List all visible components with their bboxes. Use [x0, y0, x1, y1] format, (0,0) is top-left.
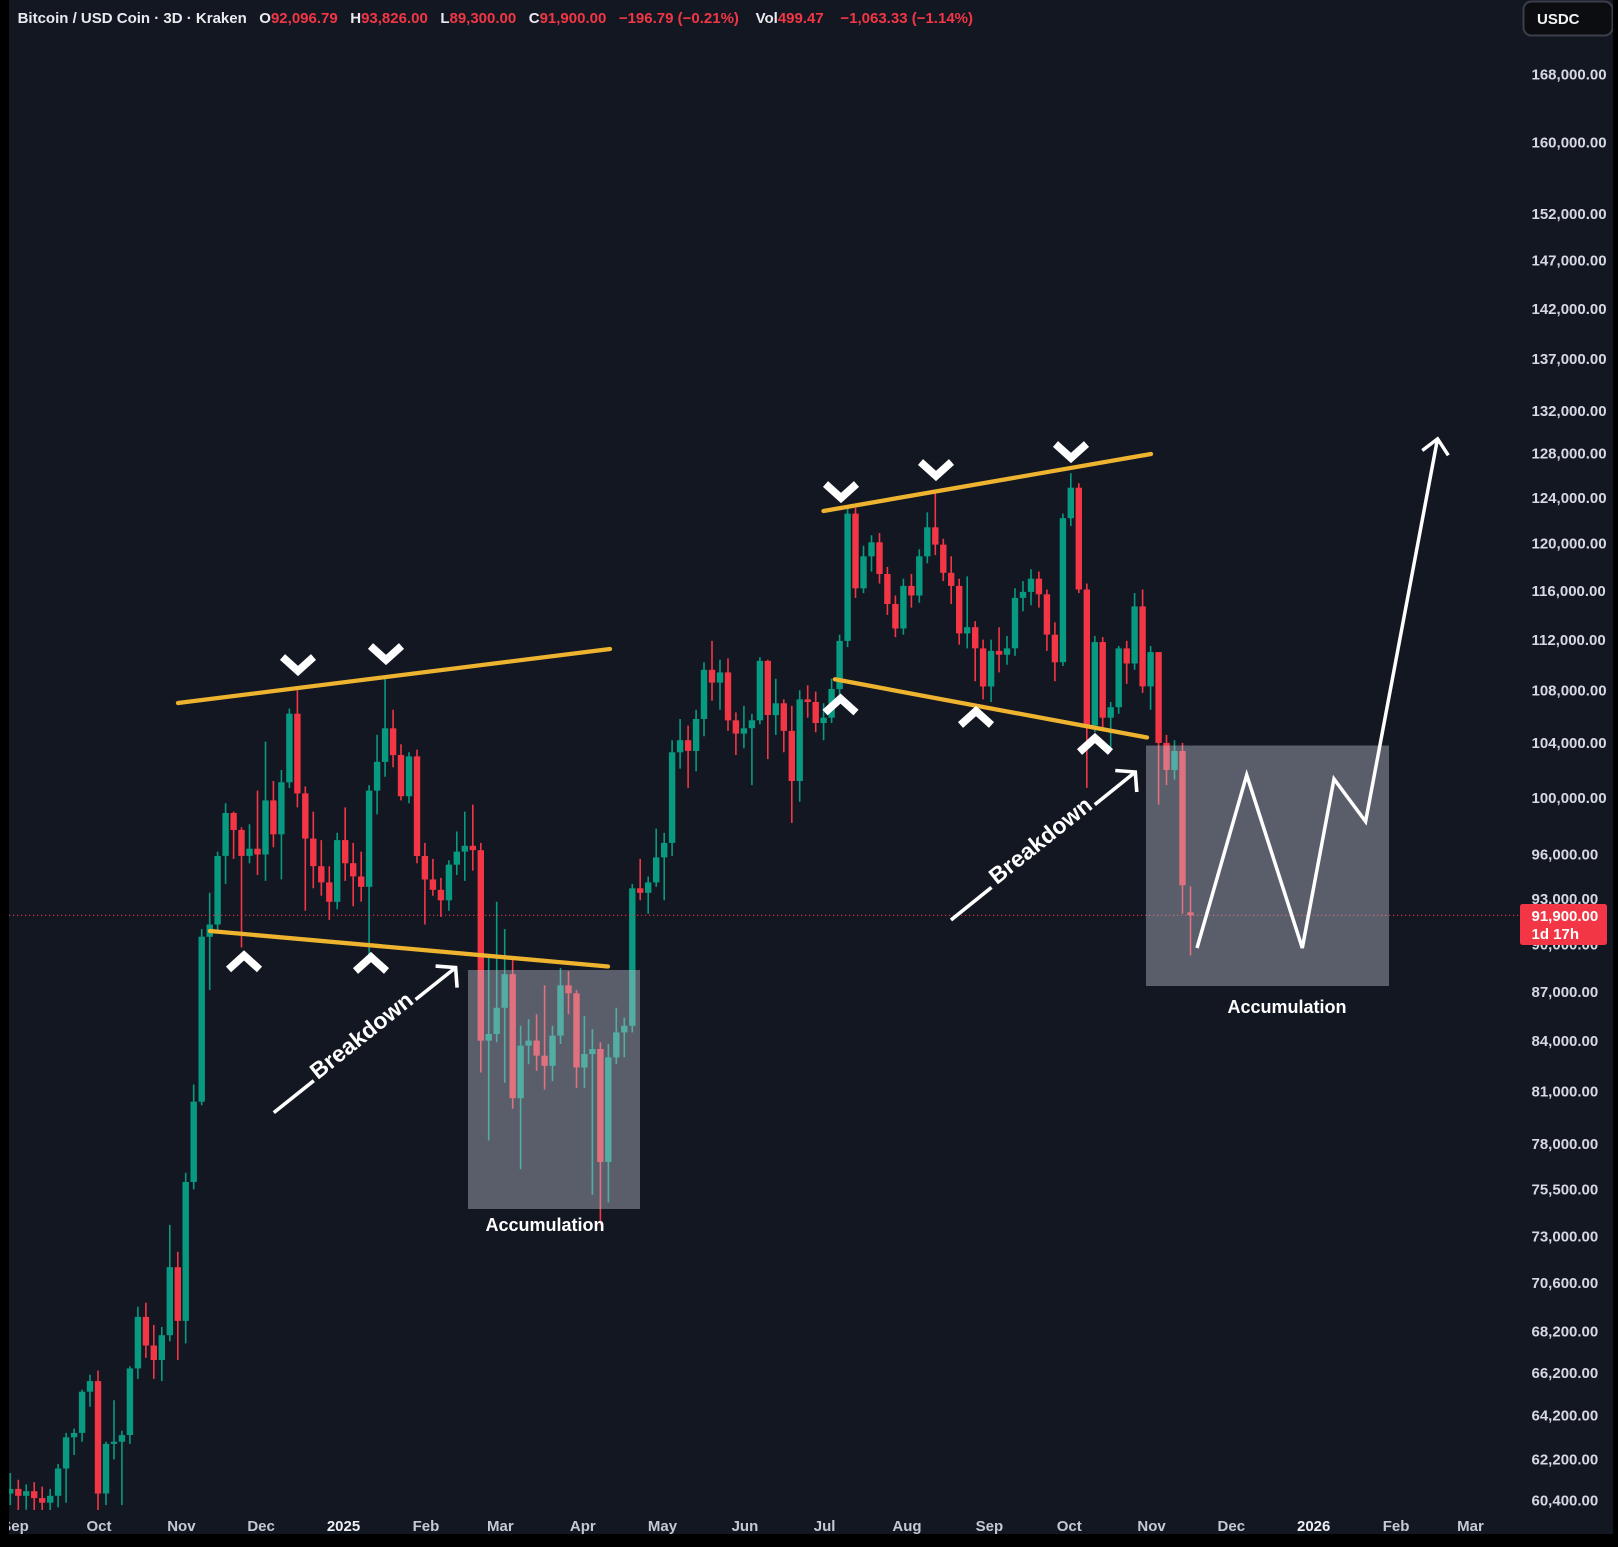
svg-text:81,000.00: 81,000.00 — [1532, 1084, 1599, 1101]
svg-text:Mar: Mar — [1457, 1518, 1484, 1535]
svg-text:62,200.00: 62,200.00 — [1532, 1452, 1599, 1469]
svg-text:104,000.00: 104,000.00 — [1532, 735, 1607, 752]
svg-text:87,000.00: 87,000.00 — [1532, 984, 1599, 1001]
svg-text:120,000.00: 120,000.00 — [1532, 536, 1607, 553]
svg-text:75,500.00: 75,500.00 — [1532, 1182, 1599, 1199]
svg-text:73,000.00: 73,000.00 — [1532, 1229, 1599, 1246]
svg-text:2025: 2025 — [327, 1518, 360, 1535]
svg-text:Bitcoin / USD Coin · 3D · Krak: Bitcoin / USD Coin · 3D · Kraken O92,096… — [18, 10, 973, 27]
svg-text:108,000.00: 108,000.00 — [1532, 683, 1607, 700]
svg-text:Nov: Nov — [1137, 1518, 1166, 1535]
svg-text:116,000.00: 116,000.00 — [1532, 583, 1606, 600]
svg-text:Mar: Mar — [487, 1518, 514, 1535]
svg-text:66,200.00: 66,200.00 — [1532, 1365, 1599, 1382]
svg-text:64,200.00: 64,200.00 — [1532, 1408, 1599, 1425]
svg-text:1d 17h: 1d 17h — [1532, 926, 1580, 943]
svg-text:160,000.00: 160,000.00 — [1532, 135, 1607, 152]
svg-text:137,000.00: 137,000.00 — [1532, 351, 1607, 368]
svg-text:112,000.00: 112,000.00 — [1532, 632, 1606, 649]
svg-text:Jul: Jul — [814, 1518, 836, 1535]
svg-text:91,900.00: 91,900.00 — [1532, 908, 1599, 925]
svg-text:Nov: Nov — [167, 1518, 196, 1535]
svg-text:Accumulation: Accumulation — [1227, 997, 1346, 1017]
svg-text:Dec: Dec — [247, 1518, 275, 1535]
svg-text:70,600.00: 70,600.00 — [1532, 1275, 1599, 1292]
svg-text:68,200.00: 68,200.00 — [1532, 1323, 1599, 1340]
svg-text:93,000.00: 93,000.00 — [1532, 891, 1599, 908]
svg-text:USDC: USDC — [1537, 11, 1580, 28]
svg-text:2026: 2026 — [1297, 1518, 1330, 1535]
svg-text:96,000.00: 96,000.00 — [1532, 847, 1599, 864]
svg-text:Sep: Sep — [976, 1518, 1004, 1535]
svg-text:Oct: Oct — [86, 1518, 111, 1535]
svg-text:Feb: Feb — [413, 1518, 440, 1535]
svg-text:142,000.00: 142,000.00 — [1532, 301, 1607, 318]
svg-text:152,000.00: 152,000.00 — [1532, 206, 1607, 223]
svg-text:147,000.00: 147,000.00 — [1532, 253, 1607, 270]
svg-text:May: May — [648, 1518, 678, 1535]
svg-text:168,000.00: 168,000.00 — [1532, 67, 1607, 84]
svg-text:Aug: Aug — [892, 1518, 921, 1535]
svg-text:Accumulation: Accumulation — [485, 1215, 604, 1235]
svg-text:Oct: Oct — [1057, 1518, 1082, 1535]
svg-text:78,000.00: 78,000.00 — [1532, 1136, 1599, 1153]
svg-text:Jun: Jun — [732, 1518, 759, 1535]
svg-text:Dec: Dec — [1218, 1518, 1246, 1535]
svg-text:124,000.00: 124,000.00 — [1532, 490, 1607, 507]
svg-text:Feb: Feb — [1383, 1518, 1410, 1535]
svg-text:84,000.00: 84,000.00 — [1532, 1033, 1599, 1050]
svg-text:Apr: Apr — [570, 1518, 596, 1535]
svg-text:100,000.00: 100,000.00 — [1532, 790, 1607, 807]
svg-text:132,000.00: 132,000.00 — [1532, 403, 1607, 420]
svg-text:60,400.00: 60,400.00 — [1532, 1493, 1599, 1510]
svg-text:128,000.00: 128,000.00 — [1532, 446, 1607, 463]
